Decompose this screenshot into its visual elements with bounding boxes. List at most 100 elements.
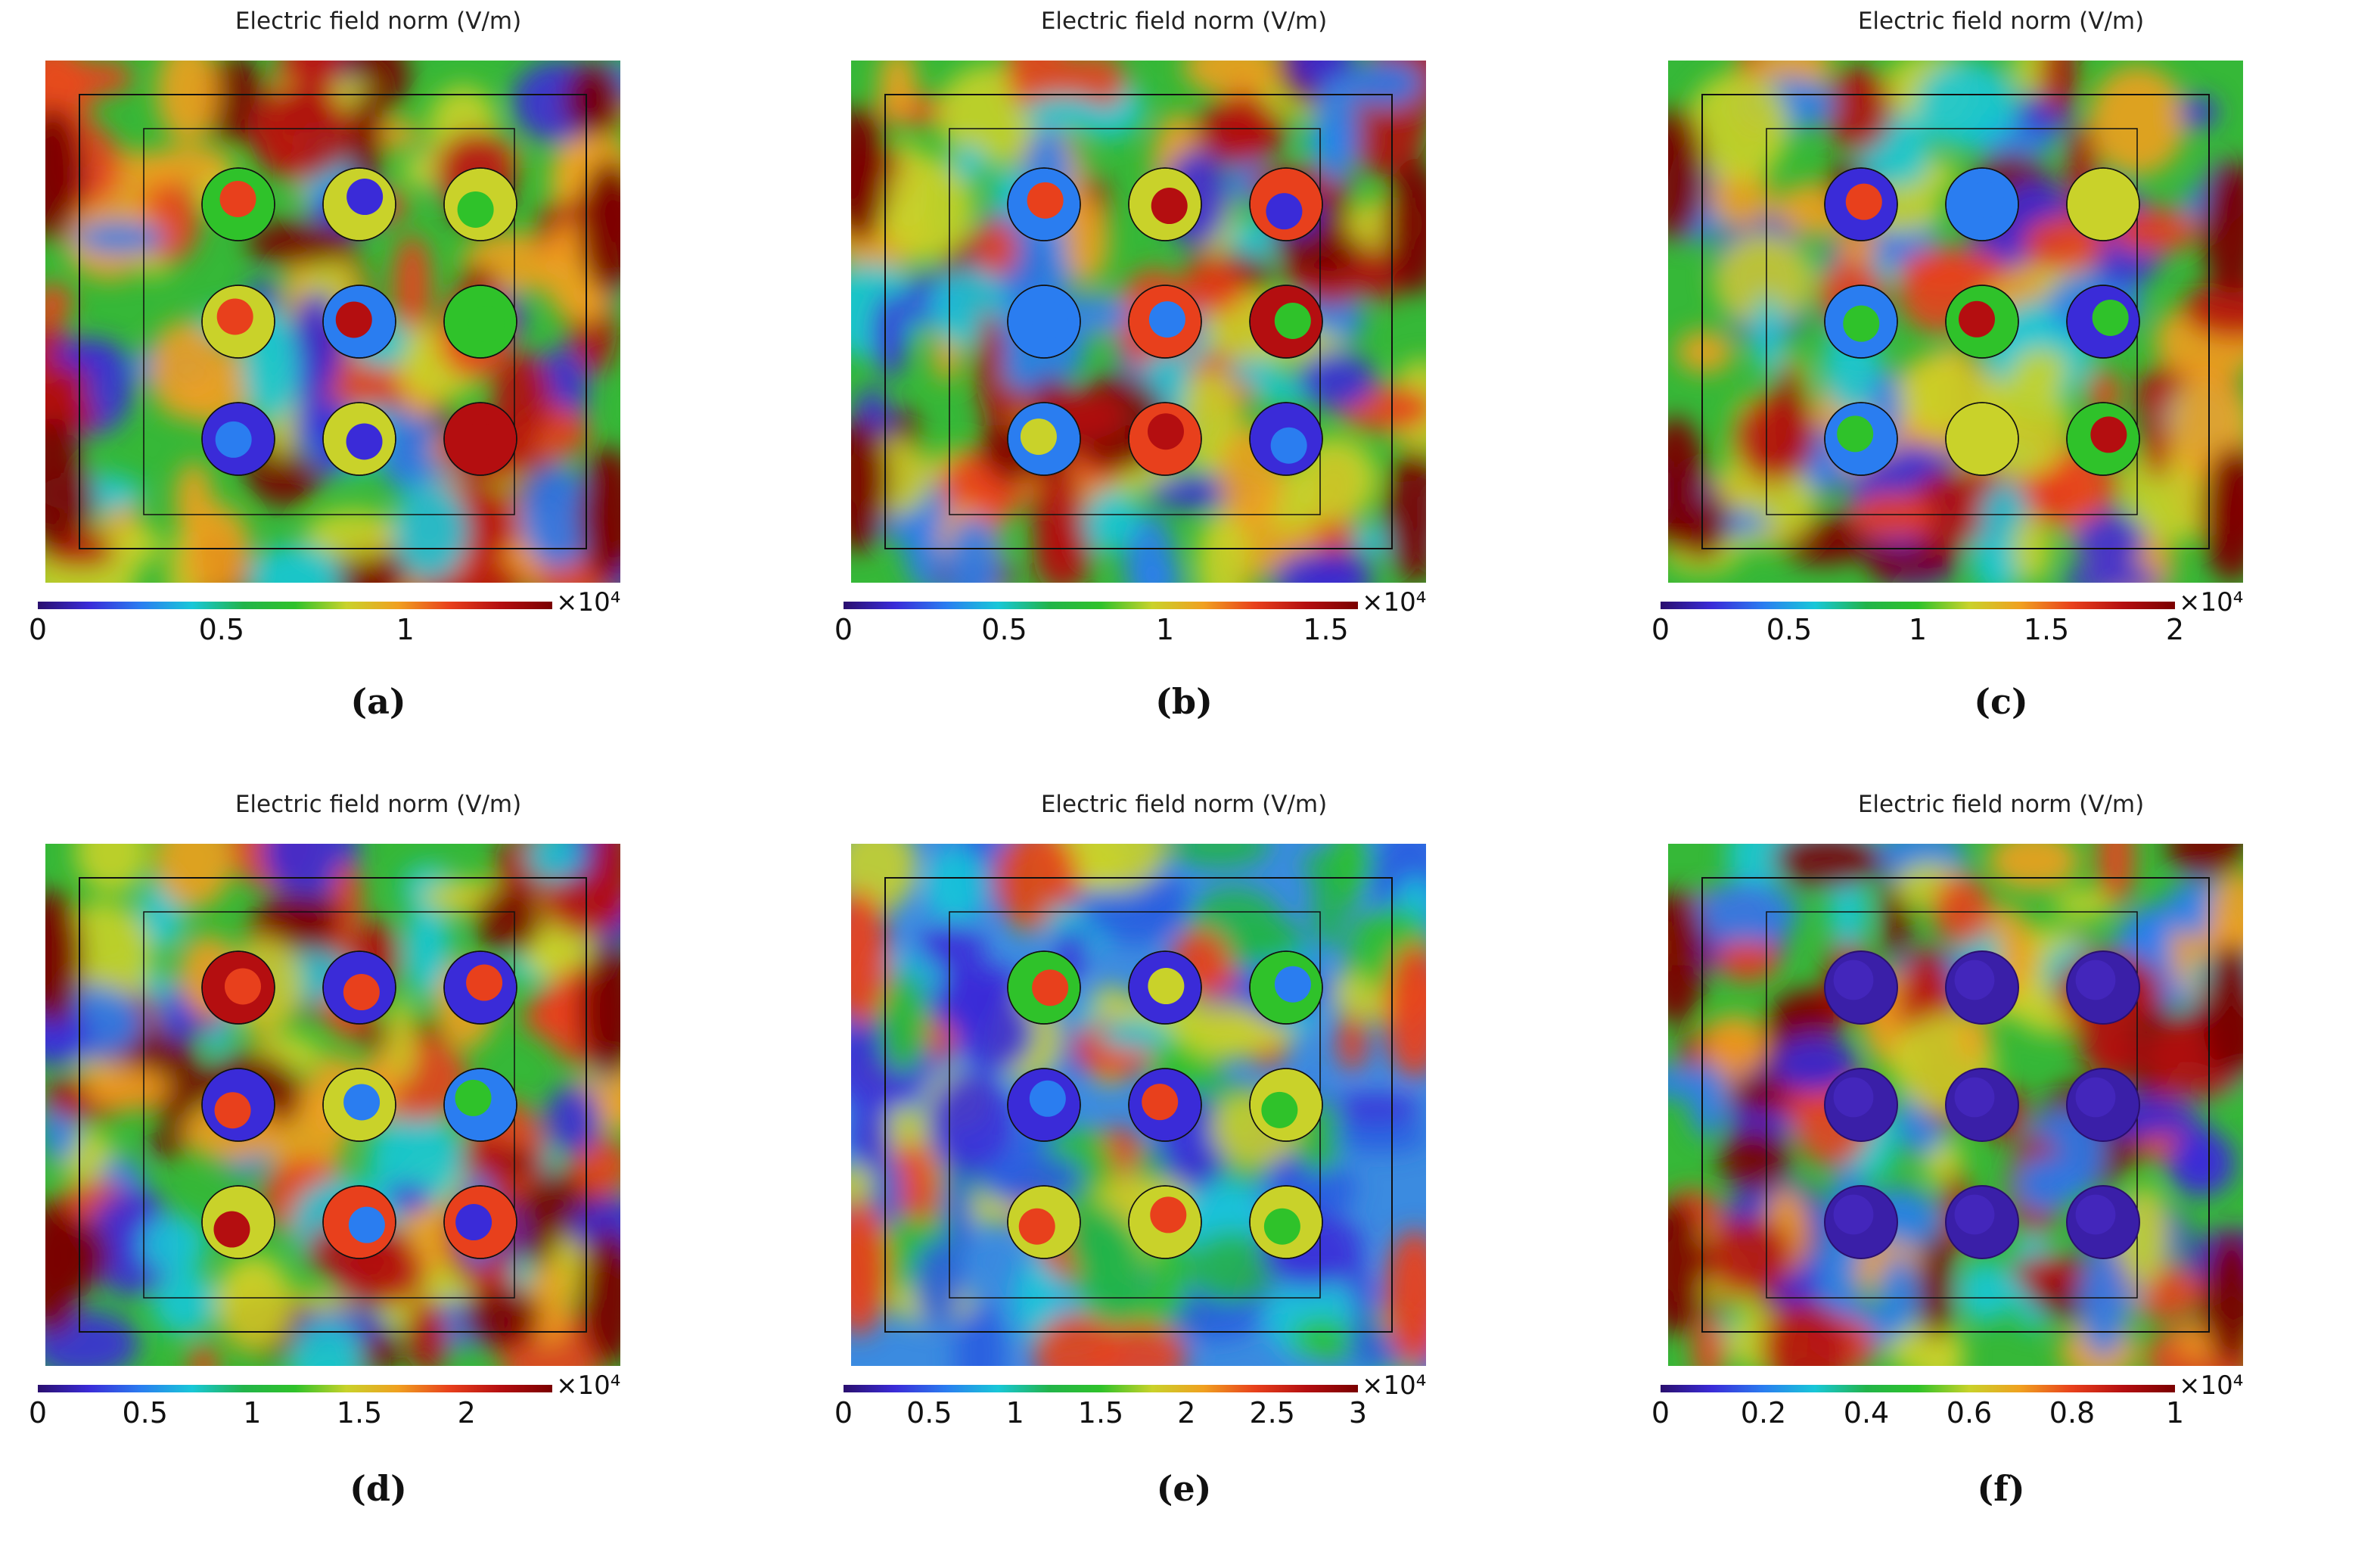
rod-8 <box>322 1185 396 1259</box>
rod-2 <box>322 167 396 241</box>
field-map-f: 0 0.2 0.4 0.6 0.8 1×10⁴ <box>1651 844 2243 1429</box>
colorbar-tick-label: 0.5 <box>122 1396 167 1429</box>
rod-3 <box>2066 167 2140 241</box>
rod-8 <box>1945 1185 2019 1259</box>
colorbar-multiplier: ×10⁴ <box>2179 1370 2243 1401</box>
rod-1 <box>1824 950 1898 1025</box>
colorbar-tick-label: 1.5 <box>1078 1396 1123 1429</box>
rod-7 <box>1007 402 1081 476</box>
colorbar-tick-label: 1 <box>1156 613 1174 646</box>
rod-6 <box>1249 285 1323 359</box>
rod-3 <box>443 950 517 1025</box>
panel-caption: (d) <box>350 1468 407 1509</box>
colorbar-tick-label: 1 <box>243 1396 261 1429</box>
panel-caption: (c) <box>1974 681 2028 722</box>
colorbar-multiplier: ×10⁴ <box>1362 587 1426 618</box>
panel-title: Electric field norm (V/m) <box>1857 791 2145 818</box>
rod-9 <box>443 402 517 476</box>
field-map-c: 0 0.5 1 1.5 2×10⁴ <box>1651 61 2243 646</box>
outer-boundary <box>884 877 1393 1333</box>
rod-2 <box>1945 950 2019 1025</box>
colorbar-tick-label: 1.5 <box>2024 613 2069 646</box>
outer-boundary <box>79 94 587 549</box>
colorbar-tick-label: 0.5 <box>199 613 244 646</box>
rod-5 <box>1128 285 1202 359</box>
colorbar-tick-label: 0.5 <box>981 613 1027 646</box>
panel-a: Electric field norm (V/m) 0 0.5 1 ×10⁴ (a) <box>15 0 741 757</box>
colorbar-tick-label: 0.6 <box>1947 1396 1992 1429</box>
colorbar <box>1661 602 2175 609</box>
colorbar-tick-label: 1 <box>396 613 415 646</box>
rod-5 <box>322 1068 396 1142</box>
rod-4 <box>1824 285 1898 359</box>
colorbar-tick-label: 0 <box>29 1396 47 1429</box>
rod-5 <box>1945 285 2019 359</box>
colorbar-tick-label: 3 <box>1349 1396 1367 1429</box>
rod-5 <box>1945 1068 2019 1142</box>
rod-1 <box>1824 167 1898 241</box>
colorbar-tick-label: 2 <box>458 1396 476 1429</box>
colorbar-tick-label: 2 <box>2166 613 2184 646</box>
panel-e: Electric field norm (V/m) 0 0.5 1 1.5 2 2.5 3 ×… <box>821 783 1547 1540</box>
colorbar-tick-label: 0.4 <box>1844 1396 1889 1429</box>
outer-boundary <box>1701 94 2210 549</box>
outer-boundary <box>1701 877 2210 1333</box>
rod-2 <box>1128 167 1202 241</box>
outer-boundary <box>884 94 1393 549</box>
rod-7 <box>1007 1185 1081 1259</box>
colorbar <box>844 1385 1358 1392</box>
rod-9 <box>2066 1185 2140 1259</box>
rod-4 <box>1007 285 1081 359</box>
panel-caption: (e) <box>1156 1468 1212 1509</box>
rod-5 <box>1128 1068 1202 1142</box>
rod-3 <box>443 167 517 241</box>
colorbar-tick-label: 1 <box>2166 1396 2184 1429</box>
field-map-a: 0 0.5 1 ×10⁴ <box>29 61 620 646</box>
rod-9 <box>1249 402 1323 476</box>
panel-b: Electric field norm (V/m) 0 0.5 1 1.5 ×10⁴ (… <box>821 0 1547 757</box>
panel-d: Electric field norm (V/m) 0 0.5 1 1.5 2 ×10⁴ … <box>15 783 741 1540</box>
rod-1 <box>201 950 275 1025</box>
panel-caption: (a) <box>350 681 406 722</box>
panel-c: Electric field norm (V/m) 0 0.5 1 1.5 2 ×10⁴ … <box>1638 0 2364 757</box>
rod-4 <box>201 285 275 359</box>
rod-1 <box>201 167 275 241</box>
rod-6 <box>2066 285 2140 359</box>
colorbar-tick-label: 0 <box>834 1396 853 1429</box>
rod-7 <box>1824 402 1898 476</box>
field-map-b: 0 0.5 1 1.5 ×10⁴ <box>834 61 1426 646</box>
colorbar-tick-label: 0.8 <box>2049 1396 2095 1429</box>
rod-9 <box>1249 1185 1323 1259</box>
rod-6 <box>443 1068 517 1142</box>
colorbar <box>1661 1385 2175 1392</box>
panel-f: Electric field norm (V/m) 0 0.2 0.4 0.6 0.8 1… <box>1638 783 2364 1540</box>
panel-caption: (b) <box>1155 681 1213 722</box>
colorbar-tick-label: 2 <box>1177 1396 1195 1429</box>
colorbar-tick-label: 0 <box>834 613 853 646</box>
field-map-d: 0 0.5 1 1.5 2 ×10⁴ <box>29 844 620 1429</box>
panel-title: Electric field norm (V/m) <box>1040 8 1328 35</box>
rod-2 <box>1945 167 2019 241</box>
colorbar <box>38 602 552 609</box>
rod-7 <box>201 1185 275 1259</box>
rod-4 <box>201 1068 275 1142</box>
colorbar-tick-label: 1 <box>1006 1396 1024 1429</box>
colorbar-multiplier: ×10⁴ <box>556 1370 620 1401</box>
rod-6 <box>1249 1068 1323 1142</box>
colorbar-tick-label: 0.5 <box>1766 613 1812 646</box>
rod-3 <box>1249 950 1323 1025</box>
colorbar-tick-label: 0.5 <box>906 1396 952 1429</box>
rod-9 <box>443 1185 517 1259</box>
rod-9 <box>2066 402 2140 476</box>
colorbar-tick-label: 0 <box>1651 613 1670 646</box>
colorbar-multiplier: ×10⁴ <box>556 587 620 618</box>
colorbar-multiplier: ×10⁴ <box>2179 587 2243 618</box>
rod-7 <box>1824 1185 1898 1259</box>
rod-8 <box>1128 1185 1202 1259</box>
rod-1 <box>1007 950 1081 1025</box>
rod-3 <box>2066 950 2140 1025</box>
rod-8 <box>1945 402 2019 476</box>
rod-2 <box>322 950 396 1025</box>
rod-4 <box>1007 1068 1081 1142</box>
rod-2 <box>1128 950 1202 1025</box>
